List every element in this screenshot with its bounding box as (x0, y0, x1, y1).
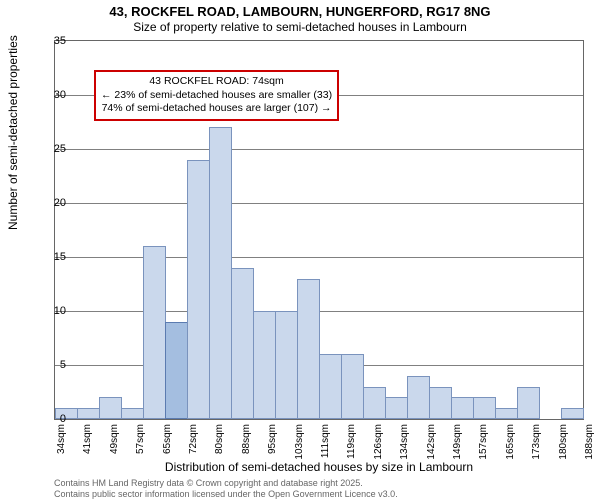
ytick-label: 10 (36, 305, 66, 317)
y-axis-label: Number of semi-detached properties (6, 35, 20, 230)
bar (231, 268, 254, 419)
xtick-label: 103sqm (294, 424, 305, 466)
xtick-label: 180sqm (558, 424, 569, 466)
footer-line1: Contains HM Land Registry data © Crown c… (54, 478, 398, 489)
xtick-label: 142sqm (426, 424, 437, 466)
xtick-label: 119sqm (346, 424, 357, 466)
bar (407, 376, 430, 419)
xtick-label: 173sqm (531, 424, 542, 466)
xtick-label: 95sqm (267, 424, 278, 466)
chart-title-main: 43, ROCKFEL ROAD, LAMBOURN, HUNGERFORD, … (0, 4, 600, 19)
bar (429, 387, 452, 419)
ytick-label: 5 (36, 359, 66, 371)
bar (275, 311, 298, 419)
bar (363, 387, 386, 419)
xtick-label: 88sqm (241, 424, 252, 466)
bar-highlight (165, 322, 188, 419)
xtick-label: 111sqm (320, 424, 331, 466)
bar (99, 397, 122, 419)
gridline (55, 257, 583, 258)
bar (451, 397, 474, 419)
chart-container: 43, ROCKFEL ROAD, LAMBOURN, HUNGERFORD, … (0, 0, 600, 500)
xtick-label: 72sqm (188, 424, 199, 466)
ytick-label: 35 (36, 35, 66, 47)
annotation-line: ← 23% of semi-detached houses are smalle… (101, 89, 332, 103)
xtick-label: 165sqm (505, 424, 516, 466)
gridline (55, 203, 583, 204)
xtick-label: 149sqm (452, 424, 463, 466)
xtick-label: 126sqm (373, 424, 384, 466)
bar (187, 160, 210, 419)
bar (495, 408, 518, 419)
xtick-label: 41sqm (82, 424, 93, 466)
footer-line2: Contains public sector information licen… (54, 489, 398, 500)
xtick-label: 188sqm (584, 424, 595, 466)
annotation-line: 43 ROCKFEL ROAD: 74sqm (101, 75, 332, 89)
bar (77, 408, 100, 419)
bar (561, 408, 584, 419)
xtick-label: 34sqm (56, 424, 67, 466)
footer-attribution: Contains HM Land Registry data © Crown c… (54, 478, 398, 500)
gridline (55, 149, 583, 150)
annotation-box: 43 ROCKFEL ROAD: 74sqm← 23% of semi-deta… (94, 70, 339, 121)
bar (297, 279, 320, 419)
bar (319, 354, 342, 419)
bar (473, 397, 496, 419)
xtick-label: 80sqm (214, 424, 225, 466)
xtick-label: 57sqm (135, 424, 146, 466)
bar (121, 408, 144, 419)
xtick-label: 65sqm (162, 424, 173, 466)
bar (253, 311, 276, 419)
chart-title-sub: Size of property relative to semi-detach… (0, 20, 600, 34)
ytick-label: 20 (36, 197, 66, 209)
bar (385, 397, 408, 419)
annotation-line: 74% of semi-detached houses are larger (… (101, 102, 332, 116)
xtick-label: 157sqm (478, 424, 489, 466)
bar (341, 354, 364, 419)
ytick-label: 25 (36, 143, 66, 155)
bar (143, 246, 166, 419)
xtick-label: 134sqm (399, 424, 410, 466)
bar (517, 387, 540, 419)
ytick-label: 30 (36, 89, 66, 101)
bar (209, 127, 232, 419)
ytick-label: 15 (36, 251, 66, 263)
xtick-label: 49sqm (109, 424, 120, 466)
